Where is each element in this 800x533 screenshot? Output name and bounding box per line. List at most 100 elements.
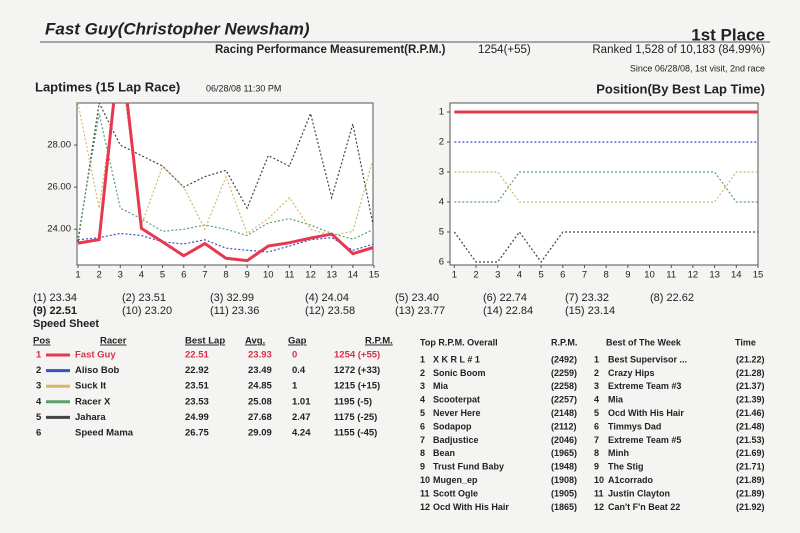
cell: 8: [420, 448, 425, 458]
y-tick-label: 26.00: [47, 182, 71, 193]
x-tick-label: 1: [452, 270, 457, 281]
cell: 22.51: [185, 350, 209, 361]
cell: Extreme Team #5: [608, 435, 681, 445]
cell: (2148): [551, 408, 577, 418]
cell: A1corrado: [608, 475, 654, 485]
x-tick-label: 10: [263, 270, 274, 281]
chart-subtitle: 06/28/08 11:30 PM: [206, 83, 281, 93]
header-title: Fast Guy(Christopher Newsham): [45, 19, 310, 38]
y-tick-label: 2: [439, 137, 444, 148]
column-header: Racer: [100, 336, 127, 347]
cell: 0: [292, 350, 297, 361]
lap-time: (8) 22.62: [650, 292, 694, 304]
cell: 9: [420, 462, 425, 472]
cell: 2: [420, 368, 425, 378]
cell: (1905): [551, 488, 577, 498]
cell: (2259): [551, 368, 577, 378]
y-tick-label: 6: [439, 257, 444, 268]
cell: (21.28): [736, 368, 765, 378]
cell: Speed Mama: [75, 428, 134, 439]
x-tick-label: 13: [326, 270, 337, 281]
x-tick-label: 14: [731, 270, 742, 281]
cell: 26.75: [185, 428, 209, 439]
column-header: Best Lap: [185, 336, 225, 347]
cell: Scooterpat: [433, 395, 480, 405]
cell: Racer X: [75, 396, 111, 407]
cell: Sodapop: [433, 421, 472, 431]
cell: 2: [36, 365, 41, 376]
cell: 12: [420, 502, 430, 512]
x-tick-label: 6: [560, 270, 565, 281]
x-tick-label: 5: [538, 270, 543, 281]
x-tick-label: 9: [625, 270, 630, 281]
plot-area: [76, 102, 374, 266]
cell: Scott Ogle: [433, 488, 478, 498]
cell: 6: [36, 428, 41, 439]
cell: 0.4: [292, 365, 306, 376]
cell: 23.49: [248, 365, 272, 376]
cell: Can't F'n Beat 22: [608, 502, 680, 512]
cell: 27.68: [248, 412, 272, 423]
cell: 24.85: [248, 381, 272, 392]
lap-time: (15) 23.14: [565, 305, 615, 317]
cell: 22.92: [185, 365, 209, 376]
series-line: [77, 113, 373, 240]
cell: (21.46): [736, 408, 765, 418]
x-tick-label: 3: [118, 270, 123, 281]
column-header: Pos: [33, 336, 50, 347]
cell: 7: [594, 435, 599, 445]
cell: 4: [594, 395, 599, 405]
cell: 1272 (+33): [334, 365, 380, 376]
cell: 4: [420, 395, 425, 405]
lap-time: (4) 24.04: [305, 292, 349, 304]
x-tick-label: 2: [473, 270, 478, 281]
cell: (21.71): [736, 462, 765, 472]
lap-time: (2) 23.51: [122, 292, 166, 304]
column-header: Avg.: [245, 336, 265, 347]
cell: 7: [420, 435, 425, 445]
x-tick-label: 4: [517, 270, 522, 281]
x-tick-label: 10: [644, 270, 655, 281]
series-line: [77, 103, 373, 242]
x-tick-label: 11: [284, 270, 294, 281]
cell: 1175 (-25): [334, 412, 377, 423]
cell: 5: [594, 408, 599, 418]
cell: 29.09: [248, 428, 272, 439]
y-tick-label: 28.00: [47, 140, 71, 151]
cell: 5: [36, 412, 42, 423]
cell: 2.47: [292, 412, 311, 423]
lap-time: (1) 23.34: [33, 292, 77, 304]
x-tick-label: 14: [348, 270, 359, 281]
cell: Justin Clayton: [608, 488, 670, 498]
cell: 25.08: [248, 396, 272, 407]
cell: 1: [36, 350, 42, 361]
cell: (21.92): [736, 502, 765, 512]
speed-sheet-title: Speed Sheet: [33, 318, 99, 330]
cell: (2492): [551, 354, 577, 364]
cell: Extreme Team #3: [608, 381, 681, 391]
x-tick-label: 1: [75, 270, 80, 281]
cell: (1948): [551, 462, 577, 472]
x-tick-label: 9: [244, 270, 249, 281]
cell: Minh: [608, 448, 629, 458]
cell: 3: [594, 381, 599, 391]
cell: Never Here: [433, 408, 481, 418]
y-tick-label: 24.00: [47, 224, 71, 235]
lap-time: (9) 22.51: [33, 305, 77, 317]
cell: (1865): [551, 502, 577, 512]
lap-time: (5) 23.40: [395, 292, 439, 304]
cell: 10: [420, 475, 430, 485]
x-tick-label: 3: [495, 270, 500, 281]
series-line: [453, 230, 758, 264]
cell: (21.53): [736, 435, 765, 445]
cell: Ocd With His Hair: [433, 502, 509, 512]
x-tick-label: 12: [305, 270, 316, 281]
x-tick-label: 15: [753, 270, 764, 281]
cell: 10: [594, 475, 604, 485]
cell: 1: [594, 354, 599, 364]
cell: 1215 (+15): [334, 381, 380, 392]
cell: (2046): [551, 435, 577, 445]
lap-time: (14) 22.84: [483, 305, 533, 317]
cell: Ocd With His Hair: [608, 408, 684, 418]
